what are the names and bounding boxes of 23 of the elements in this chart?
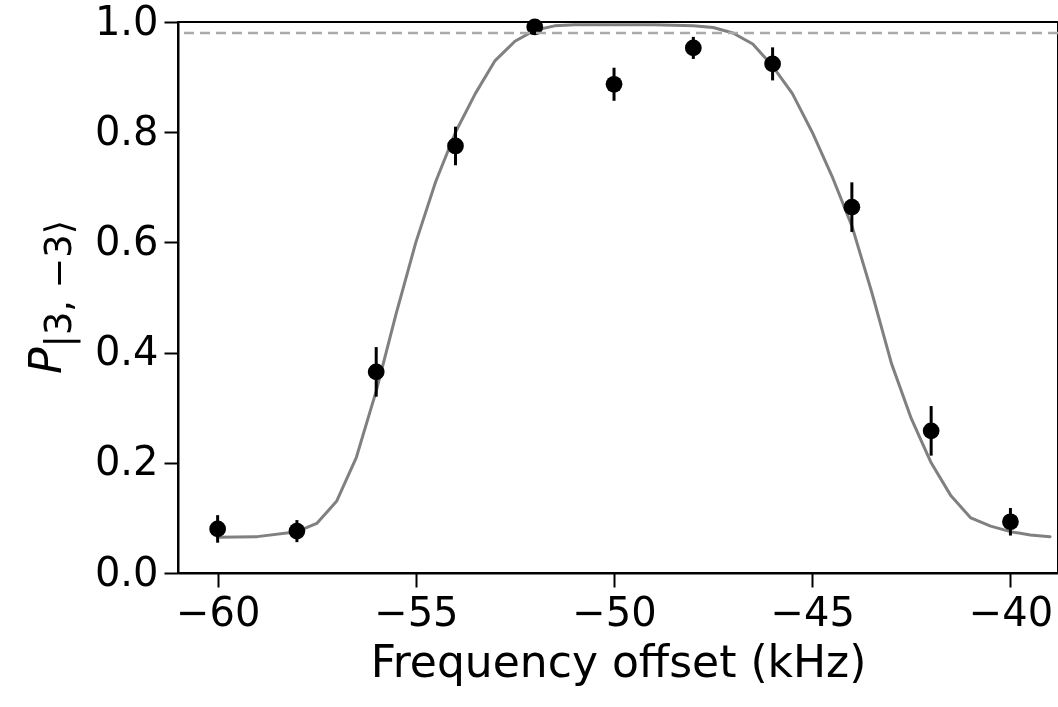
y-tick-label: 0.0 [94, 548, 159, 595]
x-tick-label: −60 [175, 588, 261, 635]
point [1002, 513, 1019, 531]
x-tick-label: −55 [374, 588, 459, 635]
point [367, 363, 385, 381]
point [764, 55, 781, 73]
point [922, 422, 940, 440]
y-tick-label: 0.2 [94, 438, 159, 485]
point [209, 520, 227, 538]
y-tick-label: 1.0 [94, 0, 159, 44]
point [447, 137, 464, 155]
point [843, 198, 861, 216]
y-tick-label: 0.6 [94, 217, 159, 264]
y-tick-label: 0.4 [94, 328, 159, 375]
x-axis-title: Frequency offset (kHz) [370, 635, 867, 687]
y-tick-label: 0.8 [94, 107, 159, 154]
point [684, 39, 702, 57]
x-tick-label: −45 [770, 588, 855, 635]
point [526, 18, 544, 36]
point [288, 522, 306, 540]
x-tick-label: −40 [968, 588, 1054, 635]
x-tick-label: −50 [572, 588, 657, 635]
point [605, 75, 623, 93]
